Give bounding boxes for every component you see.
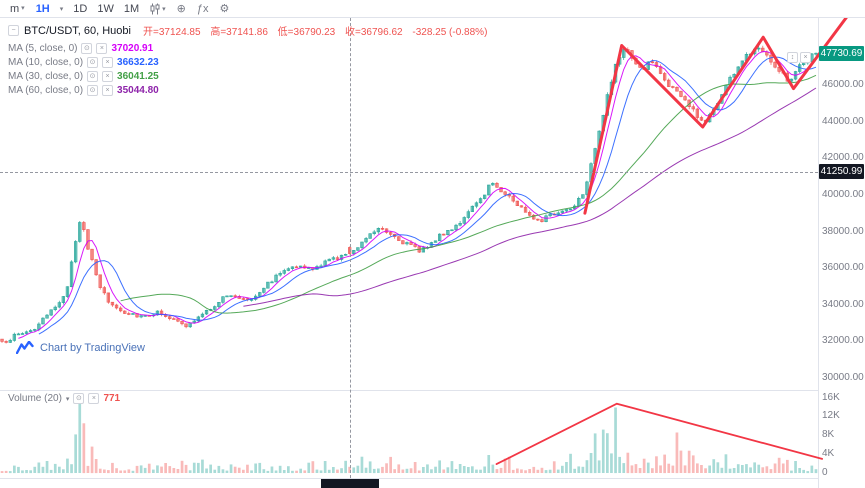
ma-legend-row: MA (30, close, 0) ⊙ × 36041.25 [8,69,487,83]
chevron-down-icon: ▾ [59,5,64,13]
chevron-down-icon: ▾ [65,395,70,403]
close-icon[interactable]: × [88,393,100,404]
price-axis-label: 44000.00 [822,115,864,127]
indicators-button[interactable]: ƒx [197,3,209,15]
ma-value: 35044.80 [117,84,159,96]
ma-line-5 [18,50,817,339]
price-chart-canvas[interactable] [0,18,865,390]
volume-legend: Volume (20) ▾ ⊙ × 771 [8,393,120,404]
volume-axis-label: 8K [822,429,835,441]
price-axis-label: 34000.00 [822,298,864,310]
watermark-text: Chart by TradingView [40,341,145,354]
ma-value: 36041.25 [117,70,159,82]
close-icon[interactable]: × [96,42,108,54]
top-toolbar: m ▾ 1H ▾ 1D 1W 1M ▾ ⊕ ƒx ⚙ [0,0,865,18]
crosshair-time-badge [321,479,380,488]
pane-close-button[interactable]: × [800,52,811,63]
legend-collapse-button[interactable]: − [8,25,19,36]
interval-buttons: 1H ▾ 1D 1W 1M [36,3,139,15]
eye-icon[interactable]: ⊙ [87,70,99,82]
price-axis-label: 40000.00 [822,188,864,200]
interval-quick-label: m [10,2,20,15]
chart-legend: − BTC/USDT, 60, Huobi 开=37124.85 高=37141… [8,23,487,97]
ma-line-10 [38,56,817,335]
eye-icon[interactable]: ⊙ [87,56,99,68]
gear-icon: ⚙ [219,3,230,15]
ma-line-30 [120,74,817,314]
interval-button-1D[interactable]: 1D [73,2,88,15]
ma-label[interactable]: MA (5, close, 0) [8,42,78,54]
eye-icon[interactable]: ⊙ [87,84,99,96]
indicators-icon: ƒx [196,2,209,15]
tradingview-watermark[interactable]: Chart by TradingView [16,341,145,354]
compare-button[interactable]: ⊕ [177,2,186,15]
pane-buttons: ↕ × [787,52,811,63]
close-icon[interactable]: × [102,70,114,82]
ohlc-close: 收=36796.62 [345,27,403,38]
close-icon[interactable]: × [102,56,114,68]
ohlc-values: 开=37124.85 高=37141.86 低=36790.23 收=36796… [136,23,487,38]
ma-legend-rows: MA (5, close, 0) ⊙ × 37020.91 MA (10, close,… [8,41,487,97]
time-axis[interactable] [0,478,818,488]
close-icon[interactable]: × [102,84,114,96]
ma-label[interactable]: MA (60, close, 0) [8,84,84,96]
interval-button-1W[interactable]: 1W [97,2,114,15]
volume-axis-label: 4K [822,448,835,460]
last-price-badge: 47730.69 [819,45,864,61]
ma-value: 36632.23 [117,56,159,68]
settings-button[interactable]: ⚙ [219,2,229,15]
price-axis-label: 30000.00 [822,372,864,384]
volume-trendline[interactable] [495,402,823,465]
price-axis-label: 36000.00 [822,262,864,274]
compare-icon: ⊕ [176,3,186,15]
legend-title-row: − BTC/USDT, 60, Huobi 开=37124.85 高=37141… [8,23,487,38]
volume-axis-label: 0 [822,467,828,478]
ma-label[interactable]: MA (10, close, 0) [8,56,84,68]
candlestick-chart-icon [150,3,160,14]
eye-icon[interactable]: ⊙ [81,42,93,54]
interval-quick-menu[interactable]: m ▾ [10,1,25,17]
ohlc-low: 低=36790.23 [277,27,336,38]
eye-icon[interactable]: ⊙ [73,393,85,404]
ohlc-change: -328.25 (-0.88%) [412,27,488,38]
ma-label[interactable]: MA (30, close, 0) [8,70,84,82]
tradingview-logo-icon [16,341,34,354]
ma-lines [18,50,817,339]
chart-type-button[interactable]: ▾ [150,3,166,15]
chevron-down-icon: ▾ [21,4,25,12]
volume-label[interactable]: Volume (20) [8,393,62,404]
ohlc-open: 开=37124.85 [142,27,201,38]
ma-line-60 [243,87,817,307]
price-axis-label: 32000.00 [822,335,864,347]
ma-legend-row: MA (5, close, 0) ⊙ × 37020.91 [8,41,487,55]
ohlc-high: 高=37141.86 [210,27,268,38]
crosshair-price-badge: 41250.99 [819,164,864,180]
price-trendline[interactable] [583,18,865,215]
chevron-down-icon: ▾ [162,5,166,13]
volume-axis-label: 12K [822,410,840,422]
pane-move-button[interactable]: ↕ [787,52,798,63]
price-axis[interactable] [818,18,865,488]
price-axis-label: 42000.00 [822,152,864,164]
volume-chart-canvas[interactable] [0,390,865,478]
interval-button-1M[interactable]: 1M [123,2,140,15]
volume-value: 771 [103,393,121,404]
volume-pane[interactable] [0,390,818,478]
ma-value: 37020.91 [111,42,154,54]
symbol-title[interactable]: BTC/USDT, 60, Huobi [24,24,131,37]
interval-button-1H[interactable]: 1H [35,2,50,15]
volume-axis-label: 16K [822,391,840,403]
volume-bars [0,397,818,474]
price-axis-label: 38000.00 [822,225,864,237]
price-pane[interactable] [0,18,818,390]
price-axis-label: 46000.00 [822,78,864,90]
ma-legend-row: MA (60, close, 0) ⊙ × 35044.80 [8,83,487,97]
ma-legend-row: MA (10, close, 0) ⊙ × 36632.23 [8,55,487,69]
